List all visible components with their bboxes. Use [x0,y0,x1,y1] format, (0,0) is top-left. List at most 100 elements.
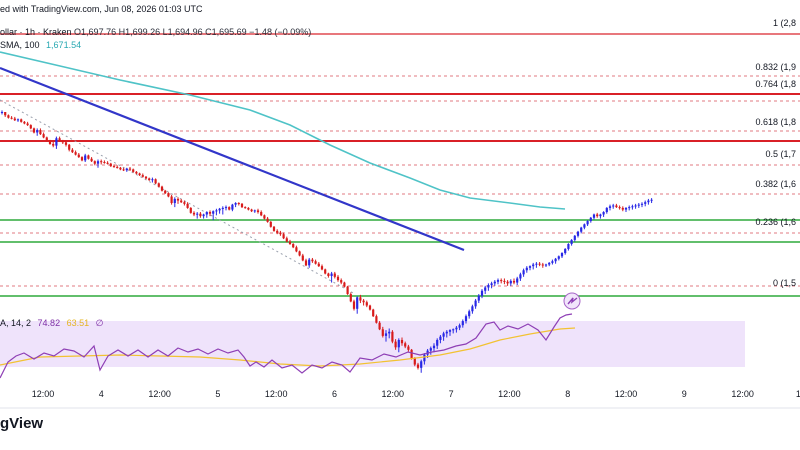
candle [388,328,391,339]
candle [570,239,573,246]
candle [557,255,560,261]
candle [253,209,256,213]
candle [231,203,234,212]
candle-body [301,255,304,261]
candle-body [170,196,173,204]
candle [202,213,205,219]
candle-body [631,206,634,208]
candle [448,329,452,336]
candle [461,319,464,328]
candle-body [295,247,298,252]
candle-body [39,130,42,135]
candle-body [112,166,116,168]
bearish-trend-line[interactable] [0,66,465,252]
candle [340,278,343,285]
candle [420,359,423,373]
candle-body [327,273,330,276]
candle-body [176,198,180,201]
candle-body [634,205,637,207]
candle-body [205,212,208,215]
candle-body [375,316,378,323]
candle [314,259,317,265]
candle [48,139,52,145]
candle [372,308,375,317]
candle-body [589,217,592,222]
candle [218,207,221,214]
candle [480,289,484,299]
candle [77,153,80,158]
candle [615,203,618,208]
candle [362,298,365,306]
candle-body [84,155,87,161]
fib-anchor-line [0,99,356,295]
candle [244,206,247,209]
candle [176,197,180,204]
candle-body [512,280,516,283]
symbol-title: ollar · 1h · Kraken [0,27,72,37]
candle [589,216,592,223]
candle-body [564,248,567,254]
candle-body [346,286,349,295]
candle-body [599,214,602,217]
candle [170,194,173,205]
replay-marker[interactable] [563,292,581,310]
candle-body [477,295,480,301]
rsi-ma-line [0,327,576,367]
candle-body [285,238,288,242]
candle [87,154,90,160]
candle-body [580,227,583,232]
rsi-legend[interactable]: A, 14, 2 74.82 63.51 ∅ [0,318,103,329]
candle-body [23,121,26,124]
candle-body [381,329,384,336]
candle-body [544,264,548,266]
candle-body [372,309,375,317]
candle-body [4,112,7,116]
candle-body [250,209,253,212]
candle-body [573,235,576,240]
candle [148,177,151,181]
candle-body [519,274,522,279]
candle [608,204,612,211]
candle-body [29,125,32,129]
candle-body [644,202,647,204]
candle-body [602,212,605,215]
sma-label: SMA, 100 [0,40,40,50]
candle-body [541,264,544,266]
candle [119,166,122,171]
candle [317,262,320,267]
candle-body [538,263,541,265]
fib-label-1: 1 (2,8 [773,18,796,28]
candle-body [263,215,266,219]
candle [61,139,64,144]
rsi-value: 74.82 [37,318,61,328]
candle-body [400,339,404,344]
candle [535,262,538,268]
candle [356,296,359,314]
candle [288,239,292,245]
candle-body [237,203,240,205]
candle [311,257,314,263]
sma-legend[interactable]: SMA, 100 1,671.54 [0,40,81,50]
candle [343,281,346,288]
candle-body [528,266,532,268]
candle [96,159,100,168]
candle [375,314,378,324]
candle [58,136,61,142]
candle [324,268,327,275]
time-label: 12:00 [731,389,754,399]
time-label: 6 [332,389,337,399]
candle [266,216,269,223]
candle-body [608,206,612,208]
candle-body [506,281,509,284]
candle-body [468,311,471,317]
candle-body [42,134,45,138]
candle [506,280,509,286]
time-label: 4 [99,389,104,399]
candle [468,309,471,319]
candle [487,283,490,291]
candle [16,118,20,122]
sma-100-line [0,51,566,210]
candle-body [407,346,410,350]
candle-body [612,205,615,207]
